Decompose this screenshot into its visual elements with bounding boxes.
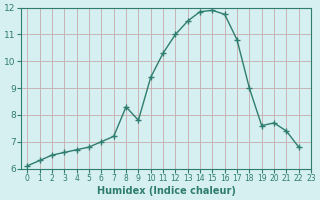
X-axis label: Humidex (Indice chaleur): Humidex (Indice chaleur) [97,186,236,196]
